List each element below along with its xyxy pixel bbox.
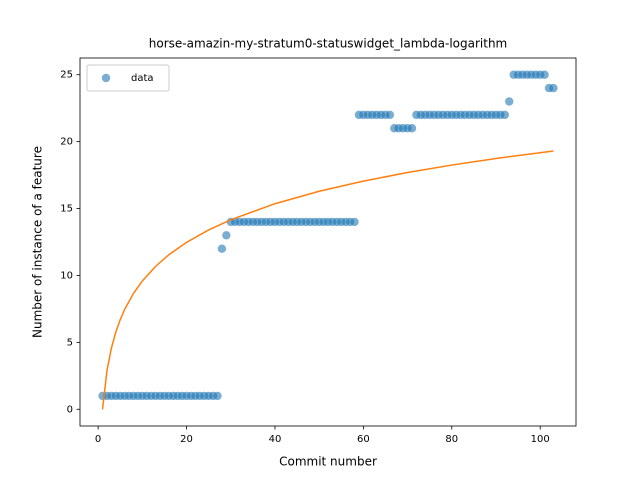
x-tick-label: 80 — [445, 434, 458, 445]
data-point — [540, 70, 549, 79]
data-point — [407, 124, 417, 133]
y-tick-label: 0 — [67, 404, 73, 415]
chart-title: horse-amazin-my-stratum0-statuswidget_la… — [149, 37, 507, 51]
data-point — [385, 110, 395, 120]
y-tick-label: 10 — [60, 270, 73, 281]
y-axis-label: Number of instance of a feature — [31, 146, 45, 338]
x-tick-label: 20 — [180, 434, 193, 445]
y-tick-label: 5 — [67, 337, 73, 348]
data-point — [505, 97, 514, 106]
x-tick-label: 100 — [531, 434, 550, 445]
plot-frame — [79, 57, 577, 427]
legend-marker — [101, 73, 111, 83]
data-point — [222, 231, 231, 240]
y-tick-label: 25 — [60, 70, 73, 81]
y-tick-label: 15 — [60, 204, 73, 215]
fit-line — [101, 150, 554, 410]
data-point — [350, 217, 359, 227]
x-tick-label: 40 — [269, 434, 282, 445]
data-point — [500, 110, 510, 120]
data-point — [213, 391, 222, 401]
data-point — [217, 244, 227, 253]
y-tick-label: 20 — [60, 137, 73, 148]
data-point — [549, 83, 558, 93]
legend-box — [86, 64, 170, 92]
legend-label: data — [131, 73, 154, 84]
x-tick-label: 60 — [357, 434, 370, 445]
x-axis-label: Commit number — [279, 455, 377, 469]
x-tick-label: 0 — [95, 434, 101, 445]
